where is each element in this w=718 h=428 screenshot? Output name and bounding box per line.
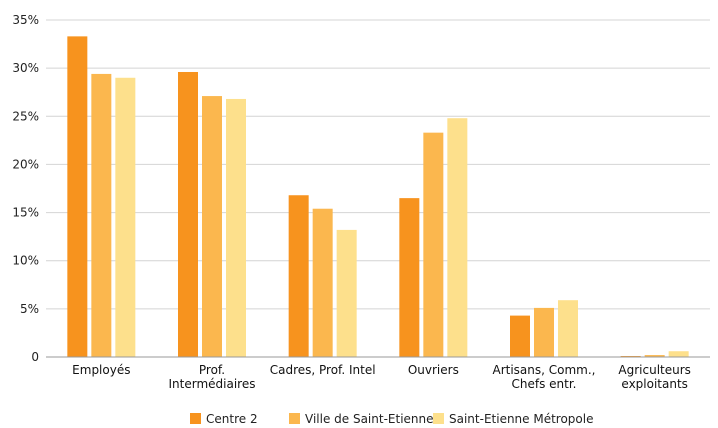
x-tick-label: Cadres, Prof. Intel [270, 363, 376, 377]
bar [202, 96, 222, 358]
x-tick-label: Artisans, Comm., Chefs entr. [492, 363, 595, 391]
y-tick-label: 10% [12, 254, 39, 268]
bar [91, 73, 112, 358]
bar [534, 307, 554, 357]
bar [67, 36, 88, 358]
bar [178, 71, 198, 357]
y-tick-label: 5% [20, 302, 39, 316]
legend-swatch [190, 413, 201, 424]
x-tick-label: Employés [72, 363, 130, 377]
x-tick-label: Agriculteurs exploitants [618, 363, 691, 391]
legend-swatch [289, 413, 300, 424]
bar [447, 118, 468, 357]
bar [336, 229, 357, 357]
legend-swatch [433, 413, 444, 424]
x-tick-label: Prof. Intermédiaires [169, 363, 256, 391]
x-tick-label: Ouvriers [408, 363, 459, 377]
y-tick-label: 20% [12, 157, 39, 171]
y-tick-label: 0 [31, 350, 39, 364]
y-tick-label: 35% [12, 13, 39, 27]
bar [288, 195, 309, 357]
y-tick-label: 25% [12, 109, 39, 123]
y-tick-label: 15% [12, 206, 39, 220]
grid-lines [46, 19, 710, 310]
legend-label: Ville de Saint-Etienne [305, 412, 434, 426]
bar [558, 300, 578, 357]
bar [668, 351, 689, 357]
legend-label: Centre 2 [206, 412, 258, 426]
bars [67, 36, 689, 358]
y-axis-ticks: 0 5% 10% 15% 20% 25% 30% 35% [12, 13, 39, 364]
legend: Centre 2 Ville de Saint-Etienne Saint-Etie… [190, 412, 594, 426]
bar [644, 355, 665, 357]
bar [226, 98, 246, 357]
bar [399, 198, 420, 357]
x-axis-labels: Employés Prof. Intermédiaires Cadres, Prof.… [72, 363, 691, 391]
y-tick-label: 30% [12, 61, 39, 75]
bar [423, 132, 444, 357]
bar [312, 208, 333, 357]
legend-label: Saint-Etienne Métropole [449, 412, 594, 426]
bar [115, 77, 136, 358]
bar [510, 315, 530, 357]
